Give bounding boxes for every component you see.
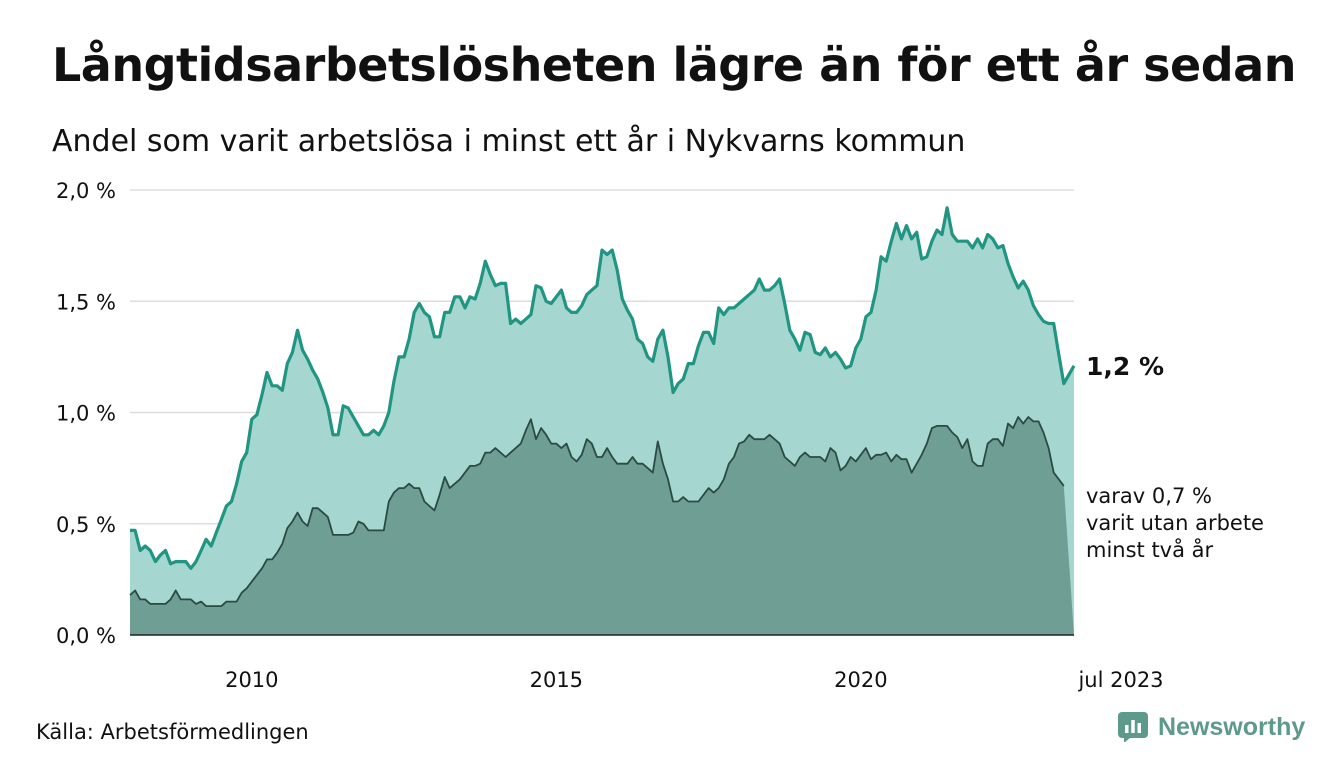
axes: 0,0 % 0,5 % 1,0 % 1,5 % 2,0 % 2010 2015 2020 jul… [56, 179, 1164, 692]
x-tick-label: 2010 [225, 668, 278, 692]
source-note: Källa: Arbetsförmedlingen [36, 720, 309, 744]
newsworthy-logo-icon [1118, 712, 1148, 742]
brand-logo: Newsworthy [1118, 712, 1305, 742]
chart-subtitle: Andel som varit arbetslösa i minst ett å… [52, 124, 966, 159]
end-label-two-year-line: varav 0,7 % [1086, 484, 1212, 508]
series-areas [129, 206, 1076, 636]
series-two-year-area [130, 417, 1074, 635]
end-label-two-year-line: minst två år [1086, 537, 1214, 562]
chart-title: Långtidsarbetslösheten lägre än för ett … [52, 38, 1296, 92]
series-two-year-line [129, 416, 1065, 607]
end-label-two-year-line: varit utan arbete [1086, 511, 1264, 535]
end-label-total: 1,2 % [1086, 352, 1164, 381]
y-tick-label: 0,5 % [56, 513, 116, 537]
series-total-line [130, 206, 1076, 570]
y-tick-label: 1,5 % [56, 290, 116, 314]
x-tick-label: 2020 [834, 668, 887, 692]
brand-name: Newsworthy [1158, 712, 1306, 741]
y-tick-label: 2,0 % [56, 179, 116, 203]
y-tick-label: 1,0 % [56, 402, 116, 426]
x-tick-label: 2015 [530, 668, 583, 692]
x-tick-label: jul 2023 [1077, 668, 1163, 692]
y-tick-label: 0,0 % [56, 624, 116, 648]
